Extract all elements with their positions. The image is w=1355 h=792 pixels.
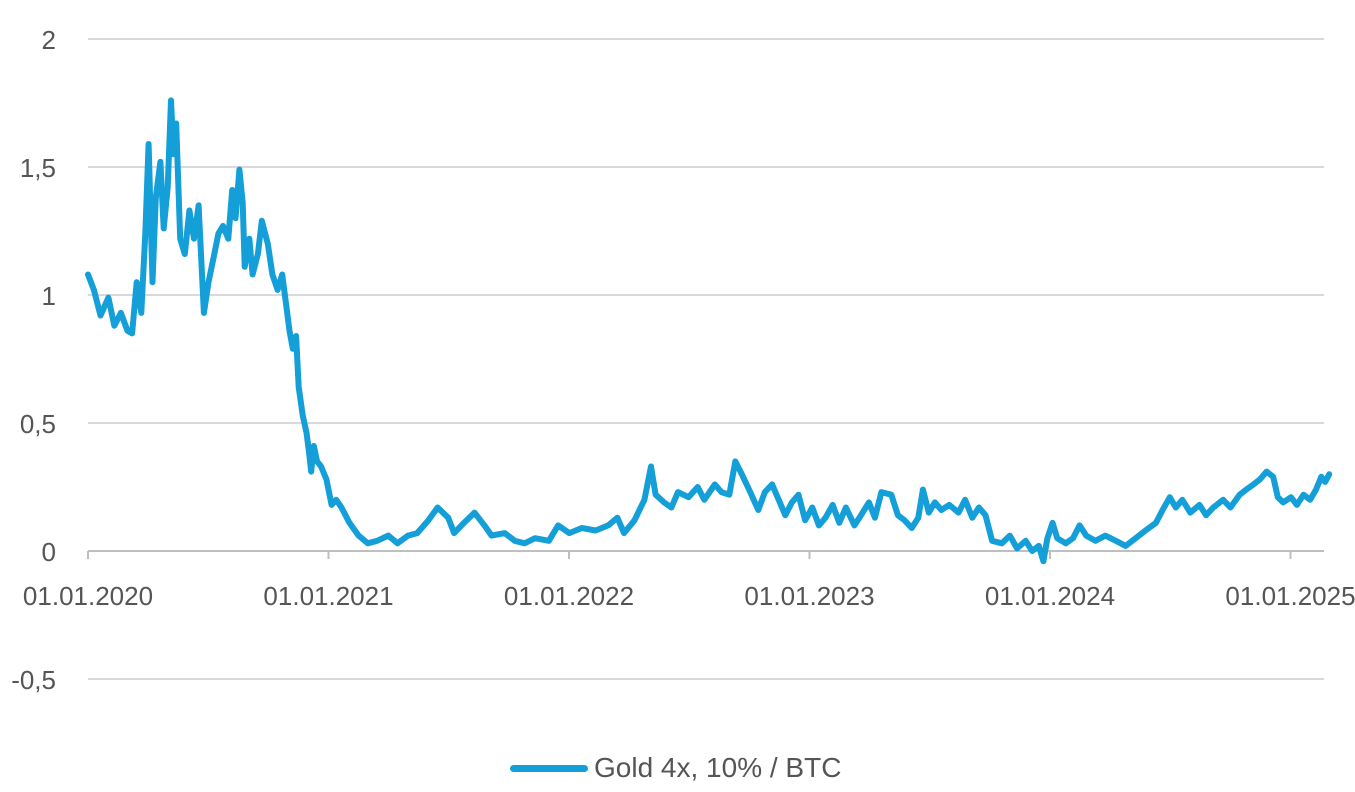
legend-label: Gold 4x, 10% / BTC <box>594 752 842 783</box>
y-tick-labels: 2 1,5 1 0,5 0 -0,5 <box>11 25 56 695</box>
series-layer <box>85 97 1333 565</box>
x-tick-labels: 01.01.2020 01.01.2021 01.01.2022 01.01.2023… <box>23 581 1355 611</box>
series-line <box>85 97 1333 565</box>
y-tick-label: -0,5 <box>11 665 56 695</box>
x-tick-label: 01.01.2022 <box>504 581 634 611</box>
x-tick-label: 01.01.2025 <box>1225 581 1355 611</box>
legend-swatch <box>510 764 588 772</box>
x-tick-label: 01.01.2023 <box>744 581 874 611</box>
y-tick-label: 0 <box>42 537 56 567</box>
x-axis <box>87 550 1324 559</box>
y-tick-label: 1 <box>42 281 56 311</box>
y-tick-label: 1,5 <box>20 153 56 183</box>
legend: Gold 4x, 10% / BTC <box>510 750 841 786</box>
x-tick-label: 01.01.2021 <box>263 581 393 611</box>
y-tick-label: 2 <box>42 25 56 55</box>
y-tick-label: 0,5 <box>20 409 56 439</box>
x-tick-label: 01.01.2024 <box>985 581 1115 611</box>
gridlines <box>88 38 1324 680</box>
x-tick-label: 01.01.2020 <box>23 581 153 611</box>
